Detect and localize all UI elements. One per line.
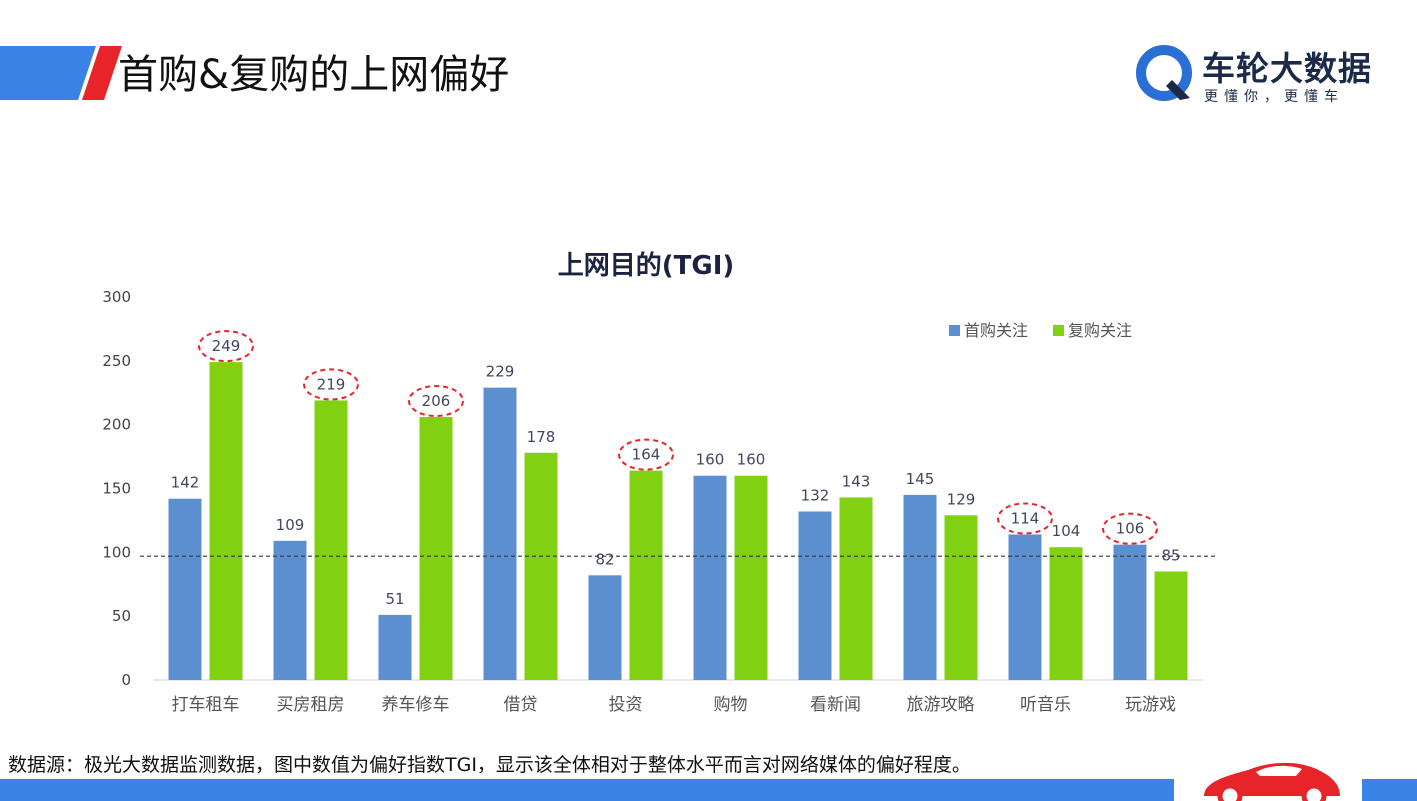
x-category-label: 打车租车 (172, 695, 240, 715)
x-category-label: 玩游戏 (1125, 695, 1176, 715)
data-label: 104 (1052, 522, 1081, 540)
data-label: 229 (486, 363, 515, 381)
header-accent-band (0, 46, 122, 100)
data-label: 85 (1161, 546, 1180, 564)
data-label: 106 (1116, 520, 1145, 538)
bar-first-purchase (378, 614, 412, 680)
data-label: 178 (527, 428, 556, 446)
y-tick-label: 50 (112, 607, 131, 625)
bar-repurchase (314, 400, 348, 680)
x-category-label: 投资 (609, 695, 643, 715)
page-title: 首购&复购的上网偏好 (118, 52, 510, 98)
highlight-ring (198, 330, 254, 363)
bar-first-purchase (1113, 544, 1147, 680)
highlight-ring (1102, 512, 1158, 545)
x-category-label: 购物 (714, 695, 748, 715)
chart-title: 上网目的(TGI) (558, 250, 735, 281)
y-tick-label: 300 (102, 288, 131, 306)
bar-first-purchase (798, 511, 832, 680)
bar-repurchase (209, 362, 243, 680)
bar-repurchase (629, 470, 663, 680)
x-category-label: 旅游攻略 (907, 695, 975, 715)
x-category-label: 听音乐 (1020, 695, 1071, 715)
data-label: 142 (171, 474, 200, 492)
data-label: 109 (276, 516, 305, 534)
bar-repurchase (524, 452, 558, 680)
footer-bar-right (1362, 779, 1417, 801)
data-label: 132 (801, 486, 830, 504)
x-category-label: 养车修车 (382, 695, 450, 715)
y-tick-label: 150 (102, 480, 131, 498)
bar-repurchase (839, 497, 873, 680)
x-category-label: 买房租房 (277, 695, 345, 715)
x-category-label: 借贷 (504, 695, 538, 715)
highlight-ring (303, 368, 359, 401)
y-tick-label: 0 (121, 671, 131, 689)
x-category-label: 看新闻 (810, 695, 861, 715)
footer-bar-left (0, 779, 1174, 801)
legend-label: 复购关注 (1068, 321, 1132, 340)
y-tick-label: 200 (102, 416, 131, 434)
data-label: 51 (385, 590, 404, 608)
data-label: 143 (842, 472, 871, 490)
bar-repurchase (944, 515, 978, 680)
bar-first-purchase (1008, 534, 1042, 680)
logo-slogan: 更懂你，更懂车 (1204, 89, 1344, 105)
highlight-ring (408, 385, 464, 418)
brand-logo: 车轮大数据 更懂你，更懂车 (1134, 42, 1404, 106)
bar-repurchase (734, 475, 768, 680)
data-label: 219 (317, 375, 346, 393)
data-label: 145 (906, 470, 935, 488)
y-tick-label: 250 (102, 352, 131, 370)
legend-swatch (949, 325, 960, 336)
data-label: 160 (737, 451, 766, 469)
highlight-ring (997, 502, 1053, 535)
legend-label: 首购关注 (964, 321, 1028, 340)
data-label: 114 (1011, 509, 1040, 527)
bar-first-purchase (483, 387, 517, 680)
car-icon (1204, 762, 1340, 801)
data-label: 206 (422, 392, 451, 410)
logo-name: 车轮大数据 (1202, 49, 1372, 88)
bar-repurchase (1154, 571, 1188, 680)
footer-source-note: 数据源：极光大数据监测数据，图中数值为偏好指数TGI，显示该全体相对于整体水平而… (8, 754, 971, 776)
data-label: 164 (632, 446, 661, 464)
y-tick-label: 100 (102, 543, 131, 561)
bar-first-purchase (273, 540, 307, 680)
data-label: 129 (947, 490, 976, 508)
data-label: 249 (212, 337, 241, 355)
bar-first-purchase (903, 494, 937, 680)
bar-first-purchase (693, 475, 727, 680)
bar-first-purchase (588, 575, 622, 680)
bar-repurchase (419, 417, 453, 680)
data-label: 160 (696, 451, 725, 469)
highlight-ring (618, 438, 674, 471)
data-label: 82 (595, 550, 614, 568)
bar-first-purchase (168, 498, 202, 680)
logo-q-icon (1136, 45, 1192, 101)
legend-swatch (1053, 325, 1064, 336)
bar-repurchase (1049, 547, 1083, 680)
